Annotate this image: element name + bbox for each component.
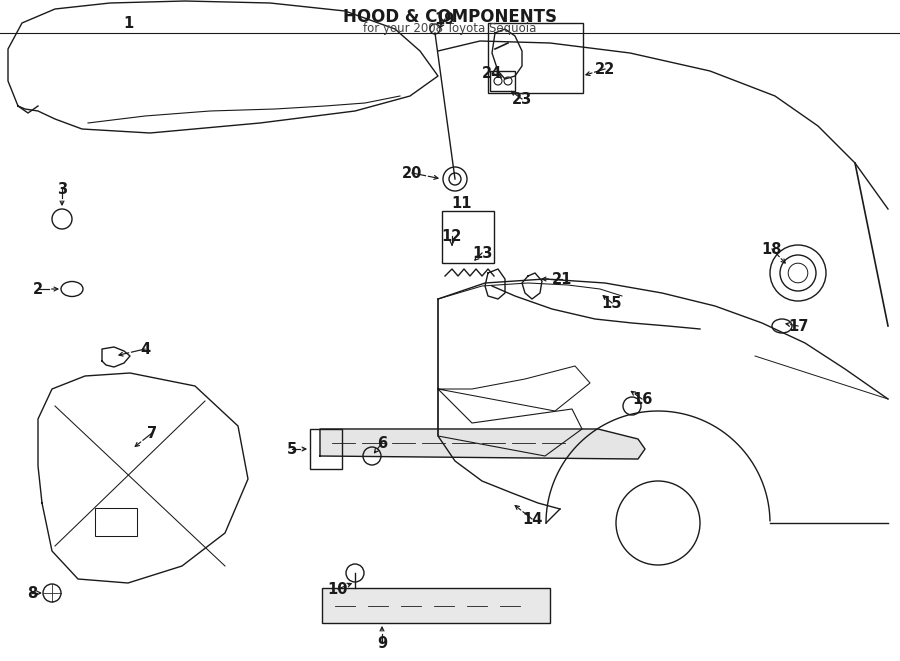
Text: 10: 10 <box>328 582 348 596</box>
Text: 23: 23 <box>512 91 532 106</box>
Text: 6: 6 <box>377 436 387 451</box>
Bar <box>490 71 515 91</box>
Text: for your 2008 Toyota Sequoia: for your 2008 Toyota Sequoia <box>364 22 536 34</box>
Text: HOOD & COMPONENTS: HOOD & COMPONENTS <box>343 8 557 26</box>
Text: 4: 4 <box>140 342 150 356</box>
Bar <box>0 0 900 33</box>
Text: 5: 5 <box>287 442 297 457</box>
Text: 9: 9 <box>377 635 387 650</box>
Text: 13: 13 <box>472 245 492 260</box>
Text: 2: 2 <box>33 282 43 297</box>
Text: 17: 17 <box>788 319 808 334</box>
Text: 19: 19 <box>435 11 455 26</box>
Text: 22: 22 <box>595 61 615 77</box>
Text: 11: 11 <box>452 196 472 210</box>
Text: 3: 3 <box>57 182 68 196</box>
Text: 15: 15 <box>602 295 622 311</box>
Bar <box>95 508 137 536</box>
Text: 14: 14 <box>522 512 542 527</box>
Circle shape <box>770 245 826 301</box>
Text: 12: 12 <box>442 229 463 243</box>
Text: 20: 20 <box>401 165 422 180</box>
Text: 8: 8 <box>27 586 37 600</box>
Text: 18: 18 <box>761 241 782 256</box>
Text: 7: 7 <box>147 426 158 440</box>
Text: 21: 21 <box>552 272 572 286</box>
Bar <box>488 23 583 93</box>
Bar <box>442 211 494 263</box>
Polygon shape <box>38 373 248 583</box>
Text: 16: 16 <box>632 391 652 407</box>
Polygon shape <box>320 429 645 459</box>
Bar <box>310 429 342 469</box>
Bar <box>322 588 550 623</box>
Text: 1: 1 <box>123 15 133 30</box>
Text: 24: 24 <box>482 65 502 81</box>
